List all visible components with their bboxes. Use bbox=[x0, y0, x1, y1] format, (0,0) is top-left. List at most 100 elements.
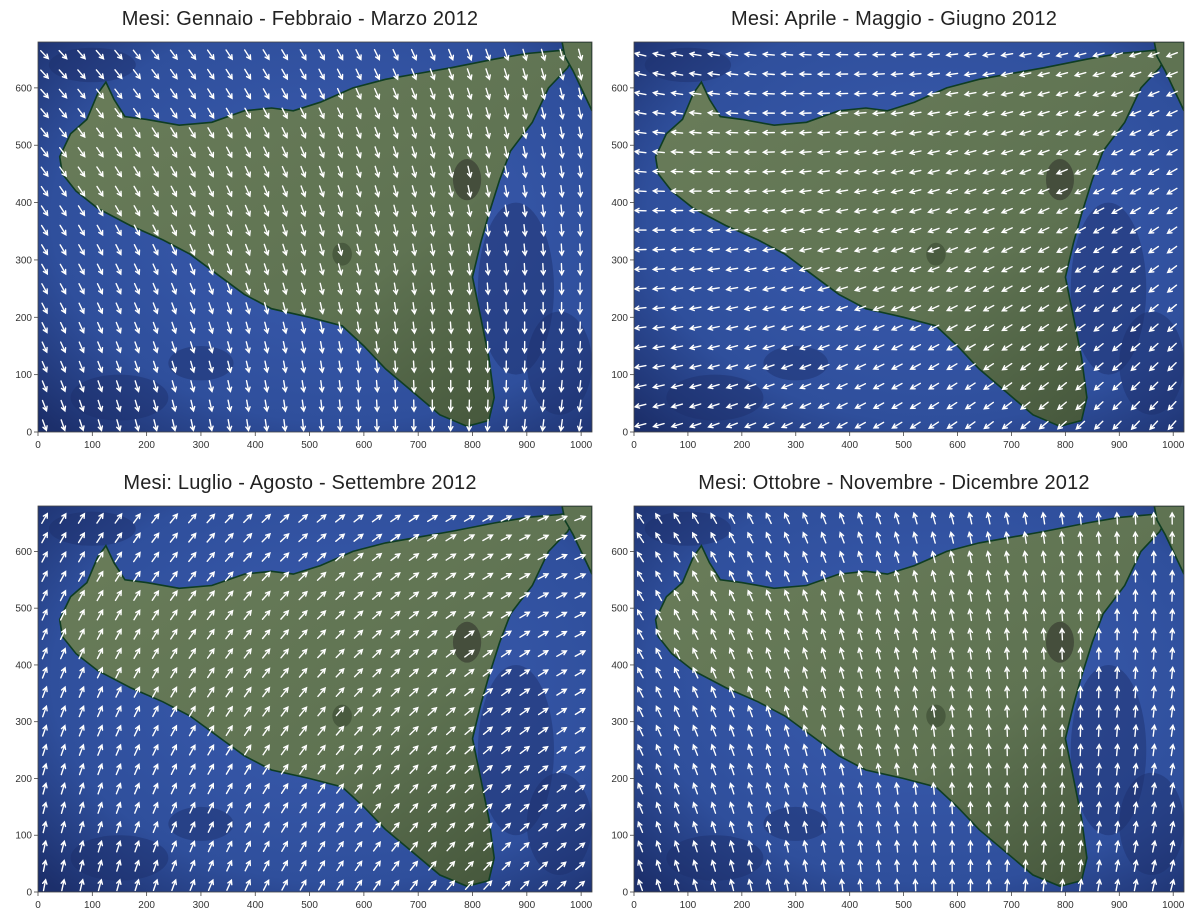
white-wind-arrow-icon bbox=[1093, 401, 1104, 411]
white-wind-arrow-icon bbox=[728, 762, 735, 776]
white-wind-arrow-icon bbox=[875, 646, 882, 660]
white-wind-arrow-icon bbox=[762, 402, 775, 409]
white-wind-arrow-icon bbox=[634, 71, 647, 77]
white-wind-arrow-icon bbox=[780, 149, 794, 156]
white-wind-arrow-icon bbox=[356, 263, 362, 276]
white-wind-arrow-icon bbox=[1165, 129, 1178, 136]
map-plot: 0 100 200 300 400 500 600 700 800 900 100001002003… bbox=[15, 505, 593, 911]
white-wind-arrow-icon bbox=[802, 781, 808, 795]
white-wind-arrow-icon bbox=[353, 667, 364, 678]
white-wind-arrow-icon bbox=[189, 840, 196, 853]
white-wind-arrow-icon bbox=[337, 399, 343, 413]
white-wind-arrow-icon bbox=[40, 224, 49, 237]
white-wind-arrow-icon bbox=[503, 340, 509, 355]
white-wind-arrow-icon bbox=[894, 858, 900, 873]
white-wind-arrow-icon bbox=[853, 227, 867, 234]
white-wind-arrow-icon bbox=[761, 188, 775, 195]
white-wind-arrow-icon bbox=[670, 149, 684, 155]
white-wind-arrow-icon bbox=[189, 820, 196, 833]
white-wind-arrow-icon bbox=[1022, 801, 1029, 815]
white-wind-arrow-icon bbox=[60, 647, 67, 660]
white-wind-arrow-icon bbox=[206, 570, 216, 582]
white-wind-arrow-icon bbox=[134, 380, 141, 393]
white-wind-arrow-icon bbox=[747, 685, 754, 698]
white-wind-arrow-icon bbox=[930, 608, 937, 622]
white-wind-arrow-icon bbox=[355, 126, 362, 140]
white-wind-arrow-icon bbox=[42, 878, 48, 892]
white-wind-arrow-icon bbox=[96, 531, 104, 544]
white-wind-arrow-icon bbox=[503, 399, 509, 413]
white-wind-arrow-icon bbox=[651, 344, 665, 351]
white-wind-arrow-icon bbox=[503, 68, 510, 81]
white-wind-arrow-icon bbox=[151, 107, 160, 119]
white-wind-arrow-icon bbox=[780, 364, 793, 370]
white-wind-arrow-icon bbox=[670, 422, 684, 429]
white-wind-arrow-icon bbox=[133, 724, 141, 737]
white-wind-arrow-icon bbox=[170, 705, 178, 717]
white-wind-arrow-icon bbox=[300, 204, 307, 218]
white-wind-arrow-icon bbox=[1095, 608, 1102, 622]
white-wind-arrow-icon bbox=[1077, 801, 1084, 815]
white-wind-arrow-icon bbox=[835, 286, 849, 292]
white-wind-arrow-icon bbox=[1000, 169, 1013, 175]
white-wind-arrow-icon bbox=[946, 401, 958, 410]
white-wind-arrow-icon bbox=[1132, 646, 1139, 660]
white-wind-arrow-icon bbox=[949, 550, 955, 564]
white-wind-arrow-icon bbox=[986, 878, 992, 892]
x-tick-label: 100 bbox=[680, 440, 697, 451]
white-wind-arrow-icon bbox=[575, 880, 586, 890]
white-wind-arrow-icon bbox=[244, 782, 252, 795]
white-wind-arrow-icon bbox=[634, 422, 647, 429]
white-wind-arrow-icon bbox=[577, 243, 583, 257]
deep-water-shade bbox=[70, 374, 169, 421]
white-wind-arrow-icon bbox=[263, 165, 270, 178]
white-wind-arrow-icon bbox=[670, 110, 684, 116]
white-wind-arrow-icon bbox=[374, 360, 380, 374]
white-wind-arrow-icon bbox=[170, 263, 178, 276]
white-wind-arrow-icon bbox=[79, 859, 85, 872]
white-wind-arrow-icon bbox=[280, 609, 290, 620]
white-wind-arrow-icon bbox=[503, 165, 510, 179]
white-wind-arrow-icon bbox=[1077, 608, 1084, 622]
white-wind-arrow-icon bbox=[207, 763, 215, 775]
white-wind-arrow-icon bbox=[946, 343, 958, 351]
white-wind-arrow-icon bbox=[839, 762, 845, 776]
white-wind-arrow-icon bbox=[692, 762, 699, 776]
white-wind-arrow-icon bbox=[409, 745, 419, 755]
white-wind-arrow-icon bbox=[281, 68, 289, 81]
white-wind-arrow-icon bbox=[559, 146, 565, 159]
white-wind-arrow-icon bbox=[282, 282, 288, 296]
x-tick-label: 300 bbox=[193, 440, 210, 451]
white-wind-arrow-icon bbox=[464, 783, 475, 794]
white-wind-arrow-icon bbox=[152, 419, 159, 432]
white-wind-arrow-icon bbox=[243, 609, 253, 620]
white-wind-arrow-icon bbox=[688, 344, 702, 351]
white-wind-arrow-icon bbox=[1041, 820, 1047, 834]
white-wind-arrow-icon bbox=[226, 166, 233, 178]
white-wind-arrow-icon bbox=[279, 513, 290, 523]
white-wind-arrow-icon bbox=[77, 185, 86, 197]
white-wind-arrow-icon bbox=[652, 422, 665, 429]
white-wind-arrow-icon bbox=[207, 224, 214, 237]
white-wind-arrow-icon bbox=[337, 341, 344, 354]
white-wind-arrow-icon bbox=[655, 570, 663, 582]
white-wind-arrow-icon bbox=[634, 266, 647, 273]
white-wind-arrow-icon bbox=[540, 146, 547, 159]
white-wind-arrow-icon bbox=[912, 839, 919, 853]
white-wind-arrow-icon bbox=[872, 305, 885, 312]
white-wind-arrow-icon bbox=[559, 165, 565, 179]
white-wind-arrow-icon bbox=[96, 283, 104, 295]
white-wind-arrow-icon bbox=[463, 515, 476, 522]
white-wind-arrow-icon bbox=[655, 686, 662, 698]
white-wind-arrow-icon bbox=[820, 685, 827, 699]
white-wind-arrow-icon bbox=[132, 49, 142, 61]
white-wind-arrow-icon bbox=[655, 801, 662, 814]
white-wind-arrow-icon bbox=[501, 860, 512, 871]
white-wind-arrow-icon bbox=[429, 126, 436, 140]
white-wind-arrow-icon bbox=[1022, 530, 1029, 544]
white-wind-arrow-icon bbox=[1040, 646, 1047, 660]
white-wind-arrow-icon bbox=[912, 608, 918, 622]
white-wind-arrow-icon bbox=[559, 87, 565, 101]
white-wind-arrow-icon bbox=[225, 782, 233, 795]
white-wind-arrow-icon bbox=[838, 666, 845, 679]
